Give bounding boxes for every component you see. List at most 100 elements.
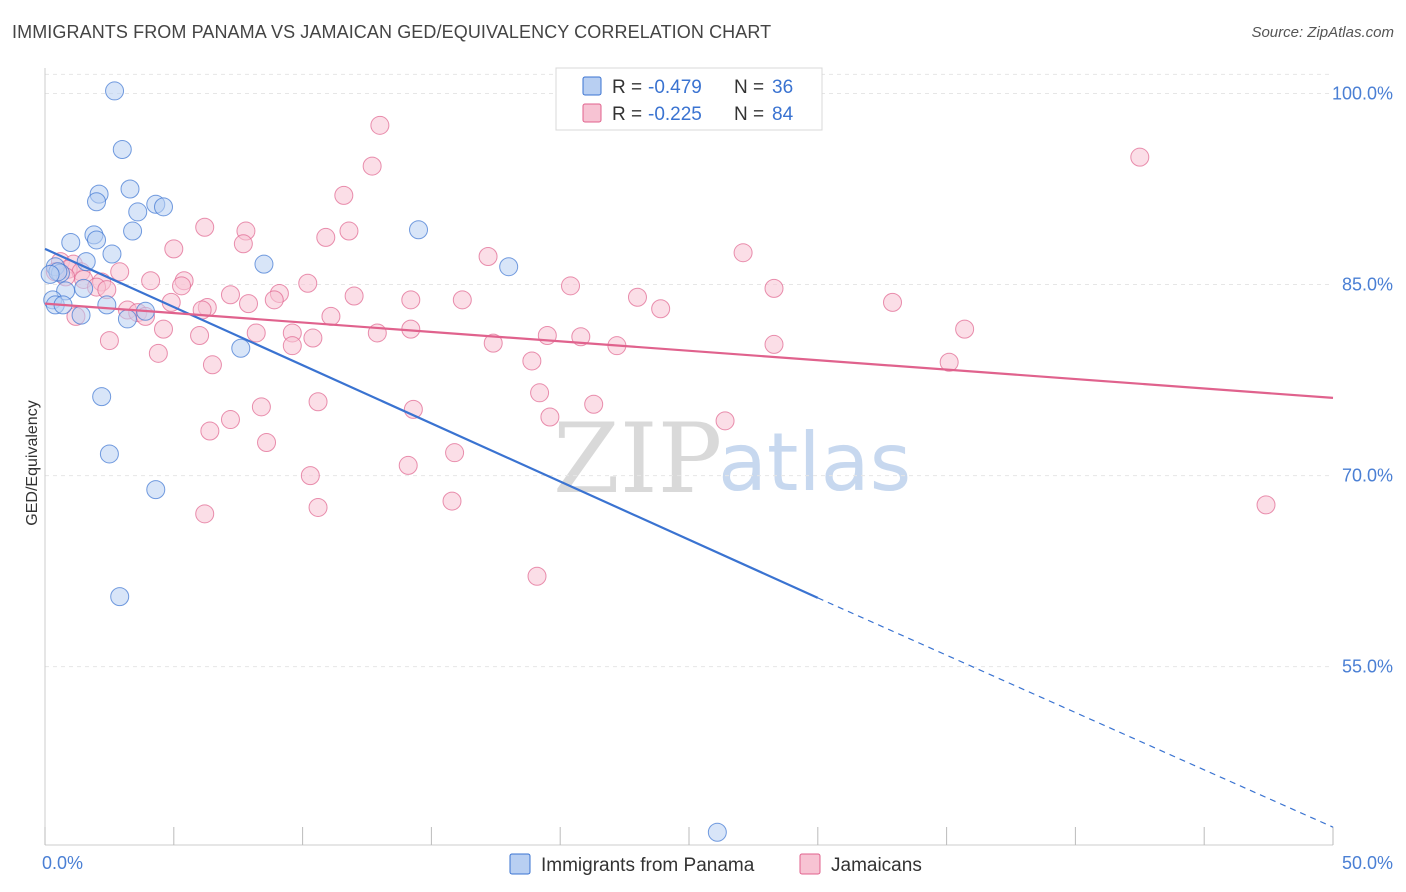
legend-n-value-panama: 36: [772, 77, 793, 98]
point-jamaicans: [195, 504, 215, 524]
watermark-zip: ZIP: [553, 403, 722, 515]
point-jamaicans: [141, 271, 161, 291]
point-jamaicans: [172, 276, 192, 296]
trend-line-panama-extension: [817, 597, 1334, 828]
legend-r-label-jamaicans: R =: [612, 104, 642, 125]
point-panama: [128, 202, 148, 222]
point-panama: [99, 444, 119, 464]
point-jamaicans: [257, 432, 277, 452]
point-jamaicans: [316, 227, 336, 247]
point-panama: [231, 338, 251, 358]
point-jamaicans: [561, 276, 581, 296]
legend-n-value-jamaicans: 84: [772, 104, 794, 125]
point-jamaicans: [344, 286, 364, 306]
point-panama: [102, 244, 122, 264]
point-panama: [87, 230, 107, 250]
point-jamaicans: [571, 327, 591, 347]
y-tick-label: 55.0%: [1342, 657, 1393, 677]
point-jamaicans: [321, 306, 341, 326]
trend-line-jamaicans: [44, 302, 1334, 400]
point-jamaicans: [955, 319, 975, 339]
point-jamaicans: [478, 247, 498, 267]
legend-n-label-jamaicans: N =: [734, 104, 764, 125]
point-jamaicans: [220, 285, 240, 305]
point-panama: [87, 192, 107, 212]
bottom-legend-label-panama: Immigrants from Panama: [541, 855, 755, 876]
legend-n-label-panama: N =: [734, 77, 764, 98]
y-tick-label: 100.0%: [1332, 83, 1393, 103]
y-tick-label: 70.0%: [1342, 466, 1393, 486]
point-jamaicans: [164, 239, 184, 259]
legend: R = -0.479 N = 36 R = -0.225 N = 84: [555, 67, 823, 131]
trend-lines: [44, 247, 1334, 828]
point-jamaicans: [246, 323, 266, 343]
point-panama: [153, 197, 173, 217]
x-tick-label-end: 50.0%: [1342, 853, 1393, 873]
point-jamaicans: [540, 407, 560, 427]
legend-swatch-jamaicans: [582, 103, 602, 123]
point-panama: [409, 220, 429, 240]
point-jamaicans: [282, 336, 302, 356]
y-axis-label: GED/Equivalency: [24, 400, 41, 525]
point-panama: [92, 387, 112, 407]
point-jamaicans: [715, 411, 735, 431]
point-jamaicans: [239, 294, 259, 314]
legend-r-value-panama: -0.479: [648, 77, 702, 98]
y-tick-labels: 100.0% 85.0% 70.0% 55.0%: [1332, 83, 1393, 676]
point-jamaicans: [370, 115, 390, 135]
point-jamaicans: [264, 290, 284, 310]
point-jamaicans: [334, 185, 354, 205]
point-panama: [120, 179, 140, 199]
point-jamaicans: [220, 410, 240, 430]
point-jamaicans: [110, 262, 130, 282]
point-panama: [40, 264, 60, 284]
point-panama: [105, 81, 125, 101]
point-panama: [123, 221, 143, 241]
x-tick-label-start: 0.0%: [42, 853, 83, 873]
watermark-atlas: atlas: [718, 416, 911, 509]
point-jamaicans: [202, 355, 222, 375]
bottom-legend: Immigrants from Panama Jamaicans: [509, 853, 922, 876]
point-panama: [707, 822, 727, 842]
point-jamaicans: [398, 455, 418, 475]
chart-title: IMMIGRANTS FROM PANAMA VS JAMAICAN GED/E…: [12, 22, 772, 42]
point-panama: [110, 587, 130, 607]
legend-swatch-panama: [582, 76, 602, 96]
bottom-legend-swatch-jamaicans: [799, 853, 821, 875]
bottom-legend-label-jamaicans: Jamaicans: [831, 855, 922, 876]
legend-r-value-jamaicans: -0.225: [648, 104, 702, 125]
point-jamaicans: [362, 156, 382, 176]
point-panama: [112, 140, 132, 160]
point-jamaicans: [452, 290, 472, 310]
point-jamaicans: [300, 466, 320, 486]
point-panama: [499, 257, 519, 277]
watermark: ZIP atlas: [553, 403, 911, 515]
point-jamaicans: [401, 290, 421, 310]
point-jamaicans: [527, 566, 547, 586]
point-panama: [117, 309, 137, 329]
point-jamaicans: [651, 299, 671, 319]
point-jamaicans: [442, 491, 462, 511]
y-tick-label: 85.0%: [1342, 275, 1393, 295]
source-credit: Source: ZipAtlas.com: [1251, 24, 1394, 41]
point-panama: [71, 305, 91, 325]
point-jamaicans: [303, 328, 323, 348]
point-jamaicans: [251, 397, 271, 417]
point-jamaicans: [483, 333, 503, 353]
point-jamaicans: [627, 287, 647, 307]
point-jamaicans: [883, 292, 903, 312]
point-jamaicans: [308, 497, 328, 517]
point-jamaicans: [200, 421, 220, 441]
bottom-legend-swatch-panama: [509, 853, 531, 875]
axes: [44, 68, 1334, 846]
point-panama: [97, 295, 117, 315]
point-jamaicans: [298, 273, 318, 293]
point-panama: [61, 233, 81, 253]
point-jamaicans: [445, 443, 465, 463]
point-jamaicans: [308, 392, 328, 412]
point-jamaicans: [530, 383, 550, 403]
point-jamaicans: [148, 343, 168, 363]
point-jamaicans: [195, 217, 215, 237]
point-jamaicans: [1130, 147, 1150, 167]
